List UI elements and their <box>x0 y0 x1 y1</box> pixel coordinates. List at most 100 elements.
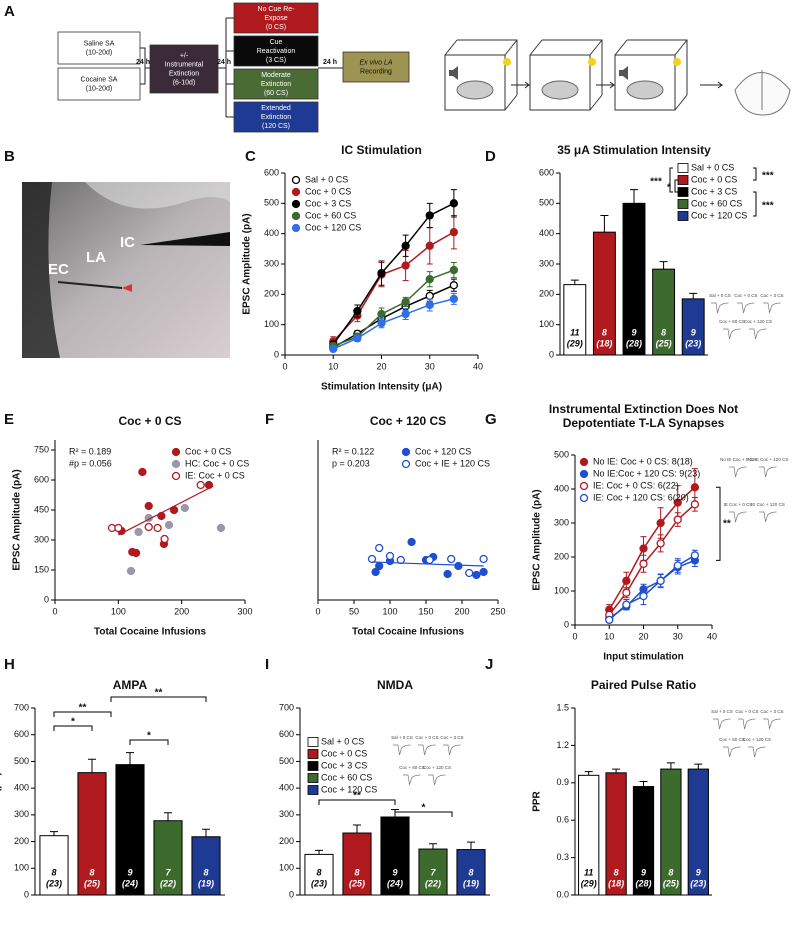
y-tick-label: 450 <box>34 504 49 514</box>
legend-swatch <box>677 211 689 221</box>
n-label: 8 <box>316 867 321 877</box>
data-point <box>449 294 459 304</box>
inset-label: Coc + 0 CS <box>734 293 757 298</box>
sig-bracket <box>394 811 453 817</box>
flow-box-label: Cocaine SA <box>81 76 118 83</box>
y-tick-label: 0 <box>274 349 279 359</box>
n-label: (25) <box>349 878 365 888</box>
x-tick-label: 0 <box>315 606 320 616</box>
sig-label: * <box>422 803 426 814</box>
x-tick-label: 40 <box>707 631 717 641</box>
x-axis-label: Total Cocaine Infusions <box>352 627 464 638</box>
legend-marker <box>579 481 589 491</box>
sig-label: *** <box>762 201 774 212</box>
data-point <box>673 561 682 570</box>
flow-box-label: (120 CS) <box>262 123 290 130</box>
flow-box-label: Ex vivo LA <box>359 59 392 66</box>
x-tick-label: 20 <box>638 631 648 641</box>
sig-bracket <box>318 799 396 805</box>
error-bar <box>694 763 703 775</box>
flow-box-label: Cue <box>270 39 283 46</box>
inset-label: Sal + 0 CS <box>391 735 413 740</box>
inset-trace <box>738 718 756 730</box>
flow-box-label: Extinction <box>261 81 291 88</box>
legend-label: Coc + 120 CS <box>305 222 361 232</box>
legend-marker <box>171 471 181 481</box>
scatter-point <box>375 543 384 553</box>
inset-label: Coc + 120 CS <box>743 737 771 742</box>
y-tick-label: 600 <box>14 729 29 739</box>
data-point <box>401 309 410 319</box>
y-tick-label: 0 <box>24 889 29 899</box>
inset-trace <box>393 744 411 756</box>
n-label: (29) <box>581 878 597 888</box>
scatter-point <box>443 569 452 579</box>
x-tick-label: 30 <box>425 361 435 371</box>
x-tick-label: 0 <box>572 631 577 641</box>
n-label: (23) <box>685 338 701 348</box>
legend-label: HC: Coc + 0 CS <box>185 458 249 468</box>
flow-arrow <box>511 81 531 89</box>
data-point <box>656 576 665 585</box>
chart-title: Paired Pulse Ratio <box>591 678 696 692</box>
data-point <box>449 227 459 237</box>
legend-label: Coc + 3 CS <box>305 198 351 208</box>
sig-bracket <box>669 167 673 193</box>
legend-marker <box>401 459 411 469</box>
flow-box <box>233 2 319 34</box>
inset-label: Coc + 0 CS <box>415 735 438 740</box>
n-label: (24) <box>387 878 403 888</box>
sig-label: * <box>667 183 671 194</box>
data-point <box>622 576 631 585</box>
sig-label: * <box>147 731 151 742</box>
error-bar <box>666 762 675 776</box>
series-line <box>332 231 455 342</box>
chamber-icon <box>444 39 518 111</box>
data-point <box>449 265 459 275</box>
data-point <box>690 500 700 509</box>
mouse-icon <box>456 80 494 100</box>
y-tick-label: 1.2 <box>556 740 569 750</box>
data-point <box>353 306 362 316</box>
inset-label: IE Coc + 120 CS <box>751 502 785 507</box>
inset-trace <box>713 718 731 730</box>
n-label: (22) <box>160 878 176 888</box>
error-bar <box>612 768 621 778</box>
n-label: 8 <box>89 867 94 877</box>
y-tick-label: 500 <box>14 756 29 766</box>
legend-marker <box>291 223 301 233</box>
panel-letter: J <box>485 656 493 673</box>
data-point <box>639 591 648 601</box>
y-axis-label: EPSC Amplitude (pA) <box>12 469 23 570</box>
sig-bracket <box>129 739 169 745</box>
y-axis-label: Current (pA) <box>0 772 3 831</box>
sig-bracket <box>53 711 112 717</box>
n-label: (28) <box>626 338 642 348</box>
legend-label: Sal + 0 CS <box>305 174 348 184</box>
scatter-point <box>479 567 488 577</box>
data-point <box>449 281 459 290</box>
error-bar <box>600 214 609 250</box>
legend-label: IE: Coc + 120 CS: 6(20) <box>593 492 689 502</box>
chart-title: AMPA <box>113 678 148 692</box>
n-label: 8 <box>354 867 359 877</box>
x-tick-label: 0 <box>282 361 287 371</box>
y-tick-label: 0.3 <box>556 852 569 862</box>
legend-swatch <box>307 737 319 747</box>
x-tick-label: 10 <box>328 361 338 371</box>
scatter-point <box>407 537 416 547</box>
mouse-icon <box>626 80 664 100</box>
n-label: (22) <box>425 878 441 888</box>
chart-title: Coc + 120 CS <box>370 414 446 428</box>
x-tick-label: 150 <box>418 606 433 616</box>
y-tick-label: 100 <box>554 585 569 595</box>
y-tick-label: 200 <box>554 551 569 561</box>
n-label: 7 <box>430 867 436 877</box>
legend-swatch <box>307 785 319 795</box>
scatter-point <box>371 567 380 577</box>
y-tick-label: 0 <box>564 619 569 629</box>
inset-trace <box>443 744 461 756</box>
x-axis-label: Stimulation Intensity (μA) <box>321 382 442 393</box>
inset-label: No IE Coc + 120 CS <box>748 457 789 462</box>
series-line <box>332 202 455 345</box>
